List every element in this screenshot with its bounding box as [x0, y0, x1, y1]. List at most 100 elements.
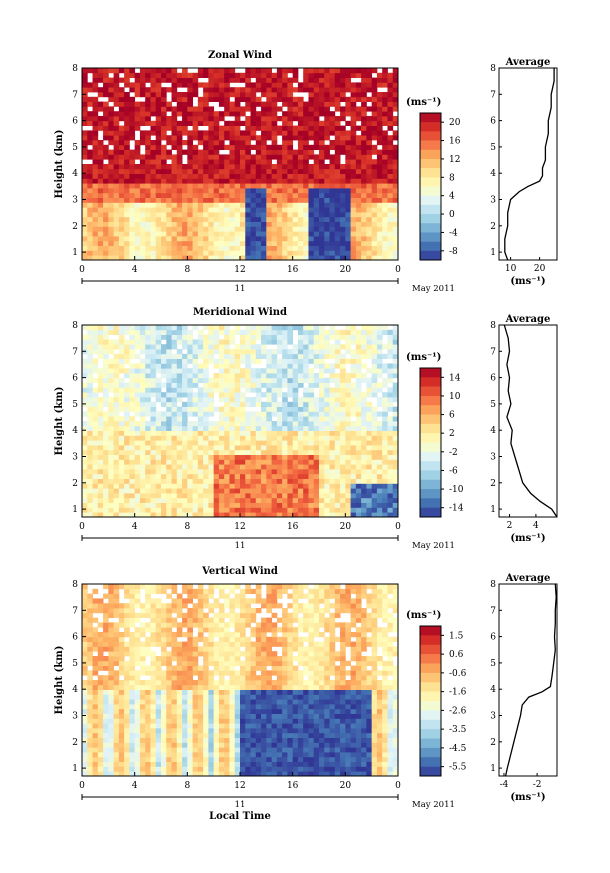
average-x-tick-label: 20 [534, 264, 546, 274]
average-frame [498, 324, 558, 518]
y-tick-label: 8 [72, 64, 78, 74]
average-y-tick-label: 7 [490, 347, 496, 357]
colorbar-swatch [420, 423, 441, 434]
average-x-tick-label: 10 [505, 264, 517, 274]
colorbar-swatch [420, 635, 441, 646]
average-title: Average [505, 57, 551, 68]
average-frame [498, 67, 558, 261]
average-x-tick-label: -2 [533, 780, 542, 790]
average-x-tick-label: 2 [507, 521, 513, 531]
colorbar-tick-label: 2 [449, 429, 455, 439]
average-y-tick-label: 6 [490, 633, 496, 643]
colorbar-swatch [420, 654, 441, 664]
x-tick-label: 0 [395, 781, 401, 791]
colorbar-frame [419, 625, 442, 777]
colorbar-swatch [420, 729, 441, 739]
average-panel: Average 1 2 3 4 5 6 7 8 10 20 (ms⁻¹) [490, 57, 558, 287]
y-tick-label: 6 [72, 633, 78, 643]
colorbar-tick-label: -1.6 [449, 688, 467, 698]
y-tick-label: 7 [72, 347, 78, 357]
colorbar-swatch [420, 377, 441, 387]
colorbar-swatch [420, 644, 441, 655]
y-tick-label: 4 [72, 426, 78, 436]
colorbar-frame [419, 112, 442, 261]
y-tick-label: 3 [72, 196, 78, 206]
average-y-tick-label: 5 [490, 143, 496, 153]
y-tick-label: 7 [72, 606, 78, 616]
colorbar: (ms⁻¹) 20 16 12 8 4 0 -4 -8 [406, 97, 461, 261]
heatmap-cells [82, 325, 399, 518]
heatmap-cells [82, 584, 399, 777]
colorbar-swatch [420, 701, 441, 711]
average-y-tick-label: 2 [490, 738, 496, 748]
colorbar-tick-label: -4 [449, 228, 458, 238]
colorbar-tick-label: -0.6 [449, 669, 467, 679]
average-y-tick-label: 3 [490, 712, 496, 722]
x-tick-label: 4 [132, 781, 138, 791]
y-axis-label: Height (km) [54, 387, 65, 456]
colorbar-swatch [420, 489, 441, 499]
colorbar-frame [419, 367, 442, 518]
x-tick-label: 12 [234, 522, 245, 532]
x-tick-label: 16 [287, 265, 299, 275]
x-tick-label: 8 [184, 522, 190, 532]
heatmap-cells [82, 68, 399, 261]
y-tick-label: 1 [72, 505, 78, 515]
month-label: May 2011 [412, 800, 455, 810]
colorbar-swatch [420, 149, 441, 160]
x-tick-label: 0 [395, 522, 401, 532]
colorbar-swatch [420, 433, 441, 443]
colorbar-swatch [420, 195, 441, 206]
colorbar-tick-label: 16 [449, 137, 461, 147]
average-y-tick-label: 6 [490, 374, 496, 384]
average-y-tick-label: 5 [490, 659, 496, 669]
average-y-tick-label: 1 [490, 505, 496, 515]
average-panel: Average 1 2 3 4 5 6 7 8 2 4 (ms⁻¹) [490, 314, 558, 544]
average-panel: Average 1 2 3 4 5 6 7 8 -4 -2 (ms⁻¹) [490, 573, 558, 803]
y-tick-label: 3 [72, 453, 78, 463]
y-tick-label: 1 [72, 764, 78, 774]
colorbar-swatch [420, 710, 441, 721]
colorbar-tick-label: 14 [449, 373, 461, 383]
average-y-tick-label: 5 [490, 400, 496, 410]
colorbar-tick-label: 20 [449, 118, 461, 128]
colorbar: (ms⁻¹) 1.5 0.6 -0.6 -1.6 -2.6 -3.5 -4.5 -5.5 [406, 610, 467, 777]
colorbar-tick-label: -6 [449, 466, 458, 476]
average-y-tick-label: 7 [490, 606, 496, 616]
date-label: 11 [235, 284, 246, 294]
average-title: Average [505, 573, 551, 584]
average-y-tick-label: 2 [490, 222, 496, 232]
colorbar-tick-label: -8 [449, 247, 458, 257]
average-x-label: (ms⁻¹) [510, 276, 545, 287]
x-tick-label: 0 [79, 781, 85, 791]
colorbar-tick-label: -5.5 [449, 763, 467, 773]
colorbar-swatch [420, 368, 441, 378]
colorbar-swatch [420, 507, 441, 518]
colorbar-unit: (ms⁻¹) [406, 97, 441, 108]
colorbar-unit: (ms⁻¹) [406, 610, 441, 621]
colorbar-swatch [420, 204, 441, 215]
average-y-tick-label: 8 [490, 321, 496, 331]
average-y-tick-label: 4 [490, 426, 496, 436]
x-tick-label: 16 [287, 522, 299, 532]
colorbar-swatch [420, 414, 441, 425]
colorbar-swatch [420, 498, 441, 508]
y-tick-label: 3 [72, 712, 78, 722]
y-tick-label: 6 [72, 374, 78, 384]
average-profile-line [503, 324, 558, 518]
y-tick-label: 5 [72, 659, 78, 669]
y-tick-label: 4 [72, 685, 78, 695]
colorbar-unit: (ms⁻¹) [406, 352, 441, 363]
average-y-tick-label: 3 [490, 196, 496, 206]
colorbar-swatch [420, 757, 441, 767]
colorbar-tick-label: 1.5 [449, 631, 464, 641]
colorbar-swatch [420, 405, 441, 415]
colorbar-swatch [420, 470, 441, 481]
colorbar-tick-label: 8 [449, 173, 455, 183]
colorbar-swatch [420, 663, 441, 674]
average-profile-line [504, 583, 557, 777]
average-y-tick-label: 1 [490, 764, 496, 774]
